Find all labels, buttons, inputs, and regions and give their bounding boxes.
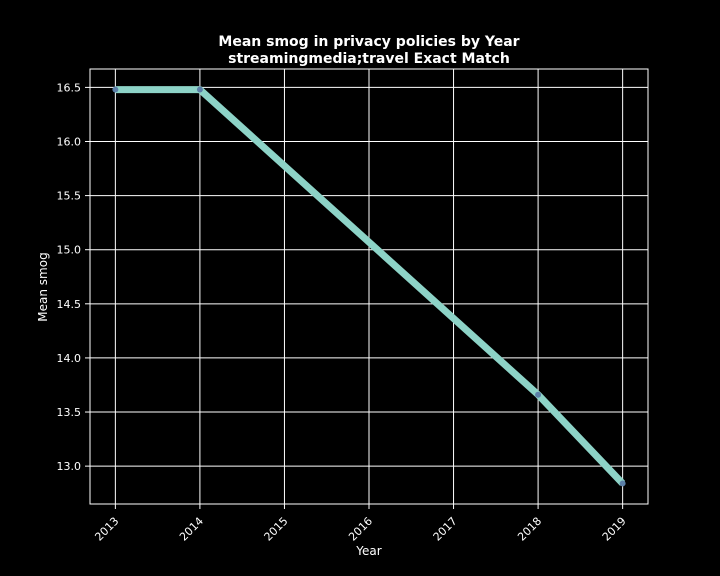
grid <box>90 69 648 504</box>
data-point <box>112 86 119 93</box>
y-tick-label: 13.0 <box>57 460 82 473</box>
y-tick-label: 16.5 <box>57 81 82 94</box>
y-tick-label: 13.5 <box>57 406 82 419</box>
y-axis-label: Mean smog <box>36 252 50 321</box>
y-tick-label: 14.5 <box>57 298 82 311</box>
chart-title: Mean smog in privacy policies by Year <box>218 34 519 50</box>
data-point <box>535 391 542 398</box>
series-group <box>112 86 626 487</box>
data-point <box>619 480 626 487</box>
y-axis: 13.0 13.5 14.0 14.5 15.0 15.5 16.0 16.5 <box>57 81 90 473</box>
y-tick-label: 14.0 <box>57 352 82 365</box>
x-axis-label: Year <box>355 544 381 558</box>
y-tick-label: 15.0 <box>57 244 82 257</box>
y-tick-label: 15.5 <box>57 190 82 203</box>
chart-subtitle: streamingmedia;travel Exact Match <box>228 51 510 67</box>
data-point <box>196 86 203 93</box>
series-line <box>115 86 626 486</box>
y-tick-label: 16.0 <box>57 136 82 149</box>
